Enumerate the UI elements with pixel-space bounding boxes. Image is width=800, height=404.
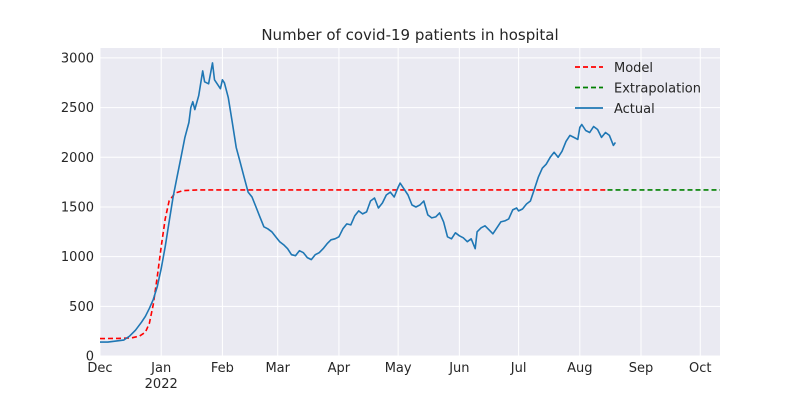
x-tick-label: Feb <box>211 361 234 376</box>
series-layer <box>99 62 720 343</box>
legend-label-model: Model <box>614 61 653 76</box>
y-tick-label: 2000 <box>61 151 94 166</box>
x-tick-label: Sep <box>629 361 654 376</box>
x-tick-label: Jan <box>150 361 171 376</box>
x-tick-label: Aug <box>567 361 592 376</box>
legend-label-actual: Actual <box>614 102 655 117</box>
x-tick-label: May <box>385 361 412 376</box>
x-tick-label: Oct <box>689 361 711 376</box>
series-model-line <box>99 189 608 340</box>
y-tick-label: 2500 <box>61 101 94 116</box>
x-tick-label: Mar <box>265 361 290 376</box>
x-tick-label: Dec <box>87 361 112 376</box>
x-tick-sublabel: 2022 <box>145 377 178 392</box>
y-tick-label: 3000 <box>61 51 94 66</box>
y-tick-label: 500 <box>69 300 94 315</box>
grid-lines <box>99 48 720 357</box>
y-tick-label: 1000 <box>61 250 94 265</box>
x-tick-label: Jul <box>510 361 527 376</box>
legend: Model Extrapolation Actual <box>575 61 701 117</box>
y-axis: 0 500 1000 1500 2000 2500 3000 <box>61 51 94 364</box>
chart-title: Number of covid-19 patients in hospital <box>261 26 558 44</box>
y-tick-label: 1500 <box>61 200 94 215</box>
y-tick-label: 0 <box>86 350 94 365</box>
legend-label-extrapolation: Extrapolation <box>614 82 701 97</box>
x-tick-label: Jun <box>448 361 469 376</box>
series-actual-line <box>100 62 617 343</box>
x-tick-label: Apr <box>328 361 351 376</box>
